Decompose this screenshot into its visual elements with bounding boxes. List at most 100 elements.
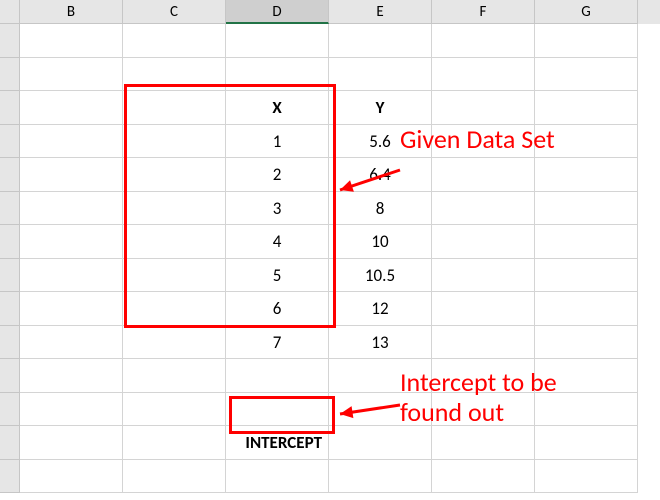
cell[interactable] <box>20 58 123 92</box>
cell[interactable] <box>329 393 432 427</box>
cell[interactable] <box>226 359 329 393</box>
row-header[interactable] <box>0 225 20 259</box>
cell[interactable] <box>535 259 638 293</box>
corner-stub[interactable] <box>0 0 20 24</box>
row-header[interactable] <box>0 125 20 159</box>
cell[interactable]: X <box>226 91 329 125</box>
cell[interactable] <box>123 225 226 259</box>
cell[interactable] <box>123 125 226 159</box>
cell[interactable]: Y <box>329 91 432 125</box>
cell[interactable] <box>20 292 123 326</box>
cell[interactable]: 4 <box>226 225 329 259</box>
cell[interactable] <box>535 225 638 259</box>
column-header-e[interactable]: E <box>329 0 432 24</box>
row-header[interactable] <box>0 259 20 293</box>
cell[interactable] <box>20 24 123 58</box>
cell[interactable] <box>20 460 123 494</box>
cell[interactable]: 3 <box>226 192 329 226</box>
cell[interactable]: 6 <box>226 292 329 326</box>
cell[interactable] <box>123 259 226 293</box>
cell[interactable] <box>20 91 123 125</box>
cell[interactable] <box>432 91 535 125</box>
cell[interactable]: 8 <box>329 192 432 226</box>
cell[interactable] <box>20 158 123 192</box>
cell[interactable] <box>20 225 123 259</box>
cell[interactable] <box>123 292 226 326</box>
row-header[interactable] <box>0 460 20 494</box>
cell[interactable] <box>535 125 638 159</box>
cell[interactable] <box>20 326 123 360</box>
cell[interactable] <box>432 426 535 460</box>
cell[interactable]: 10.5 <box>329 259 432 293</box>
column-header-b[interactable]: B <box>20 0 123 24</box>
row-header[interactable] <box>0 24 20 58</box>
cell[interactable] <box>329 24 432 58</box>
cell[interactable] <box>20 192 123 226</box>
row-header[interactable] <box>0 292 20 326</box>
cell[interactable] <box>123 158 226 192</box>
cell[interactable] <box>226 58 329 92</box>
cell[interactable]: 7 <box>226 326 329 360</box>
row-header[interactable] <box>0 58 20 92</box>
row-header[interactable] <box>0 192 20 226</box>
column-header-d[interactable]: D <box>226 0 329 24</box>
cell[interactable] <box>20 393 123 427</box>
cell[interactable] <box>123 426 226 460</box>
cell[interactable] <box>123 460 226 494</box>
cell[interactable] <box>535 292 638 326</box>
cell[interactable] <box>535 326 638 360</box>
cell[interactable] <box>329 58 432 92</box>
cell[interactable]: 13 <box>329 326 432 360</box>
cell[interactable] <box>432 192 535 226</box>
cell[interactable] <box>123 359 226 393</box>
row-header[interactable] <box>0 426 20 460</box>
cell[interactable] <box>226 393 329 427</box>
row-header[interactable] <box>0 326 20 360</box>
cell[interactable] <box>432 259 535 293</box>
cell[interactable] <box>20 359 123 393</box>
cell[interactable] <box>123 58 226 92</box>
cell[interactable]: 6.4 <box>329 158 432 192</box>
cell[interactable] <box>20 426 123 460</box>
cell[interactable] <box>123 24 226 58</box>
cell[interactable] <box>329 359 432 393</box>
cell[interactable]: 12 <box>329 292 432 326</box>
cell[interactable] <box>432 359 535 393</box>
cell[interactable] <box>432 158 535 192</box>
row-header[interactable] <box>0 91 20 125</box>
cell[interactable] <box>535 158 638 192</box>
cell[interactable] <box>432 393 535 427</box>
cell[interactable] <box>226 460 329 494</box>
cell[interactable] <box>535 91 638 125</box>
cell[interactable] <box>329 426 432 460</box>
cell[interactable] <box>432 125 535 159</box>
cell[interactable]: 5.6 <box>329 125 432 159</box>
cell[interactable] <box>123 326 226 360</box>
column-header-f[interactable]: F <box>432 0 535 24</box>
cell[interactable]: INTERCEPT <box>226 426 329 460</box>
cell[interactable] <box>535 24 638 58</box>
cell[interactable] <box>226 24 329 58</box>
cell[interactable] <box>535 58 638 92</box>
cell[interactable] <box>123 91 226 125</box>
cell[interactable]: 10 <box>329 225 432 259</box>
cell[interactable] <box>432 225 535 259</box>
row-header[interactable] <box>0 393 20 427</box>
cell[interactable] <box>535 359 638 393</box>
cell[interactable] <box>432 460 535 494</box>
column-header-c[interactable]: C <box>123 0 226 24</box>
cell[interactable] <box>329 460 432 494</box>
cell[interactable]: 5 <box>226 259 329 293</box>
cell[interactable] <box>535 426 638 460</box>
cell[interactable] <box>432 58 535 92</box>
row-header[interactable] <box>0 158 20 192</box>
cell[interactable] <box>20 259 123 293</box>
cell[interactable] <box>432 24 535 58</box>
cell[interactable] <box>20 125 123 159</box>
cell[interactable] <box>123 393 226 427</box>
cell[interactable] <box>432 326 535 360</box>
column-header-g[interactable]: G <box>535 0 638 24</box>
cell[interactable]: 2 <box>226 158 329 192</box>
cell[interactable] <box>535 460 638 494</box>
cell[interactable] <box>535 192 638 226</box>
